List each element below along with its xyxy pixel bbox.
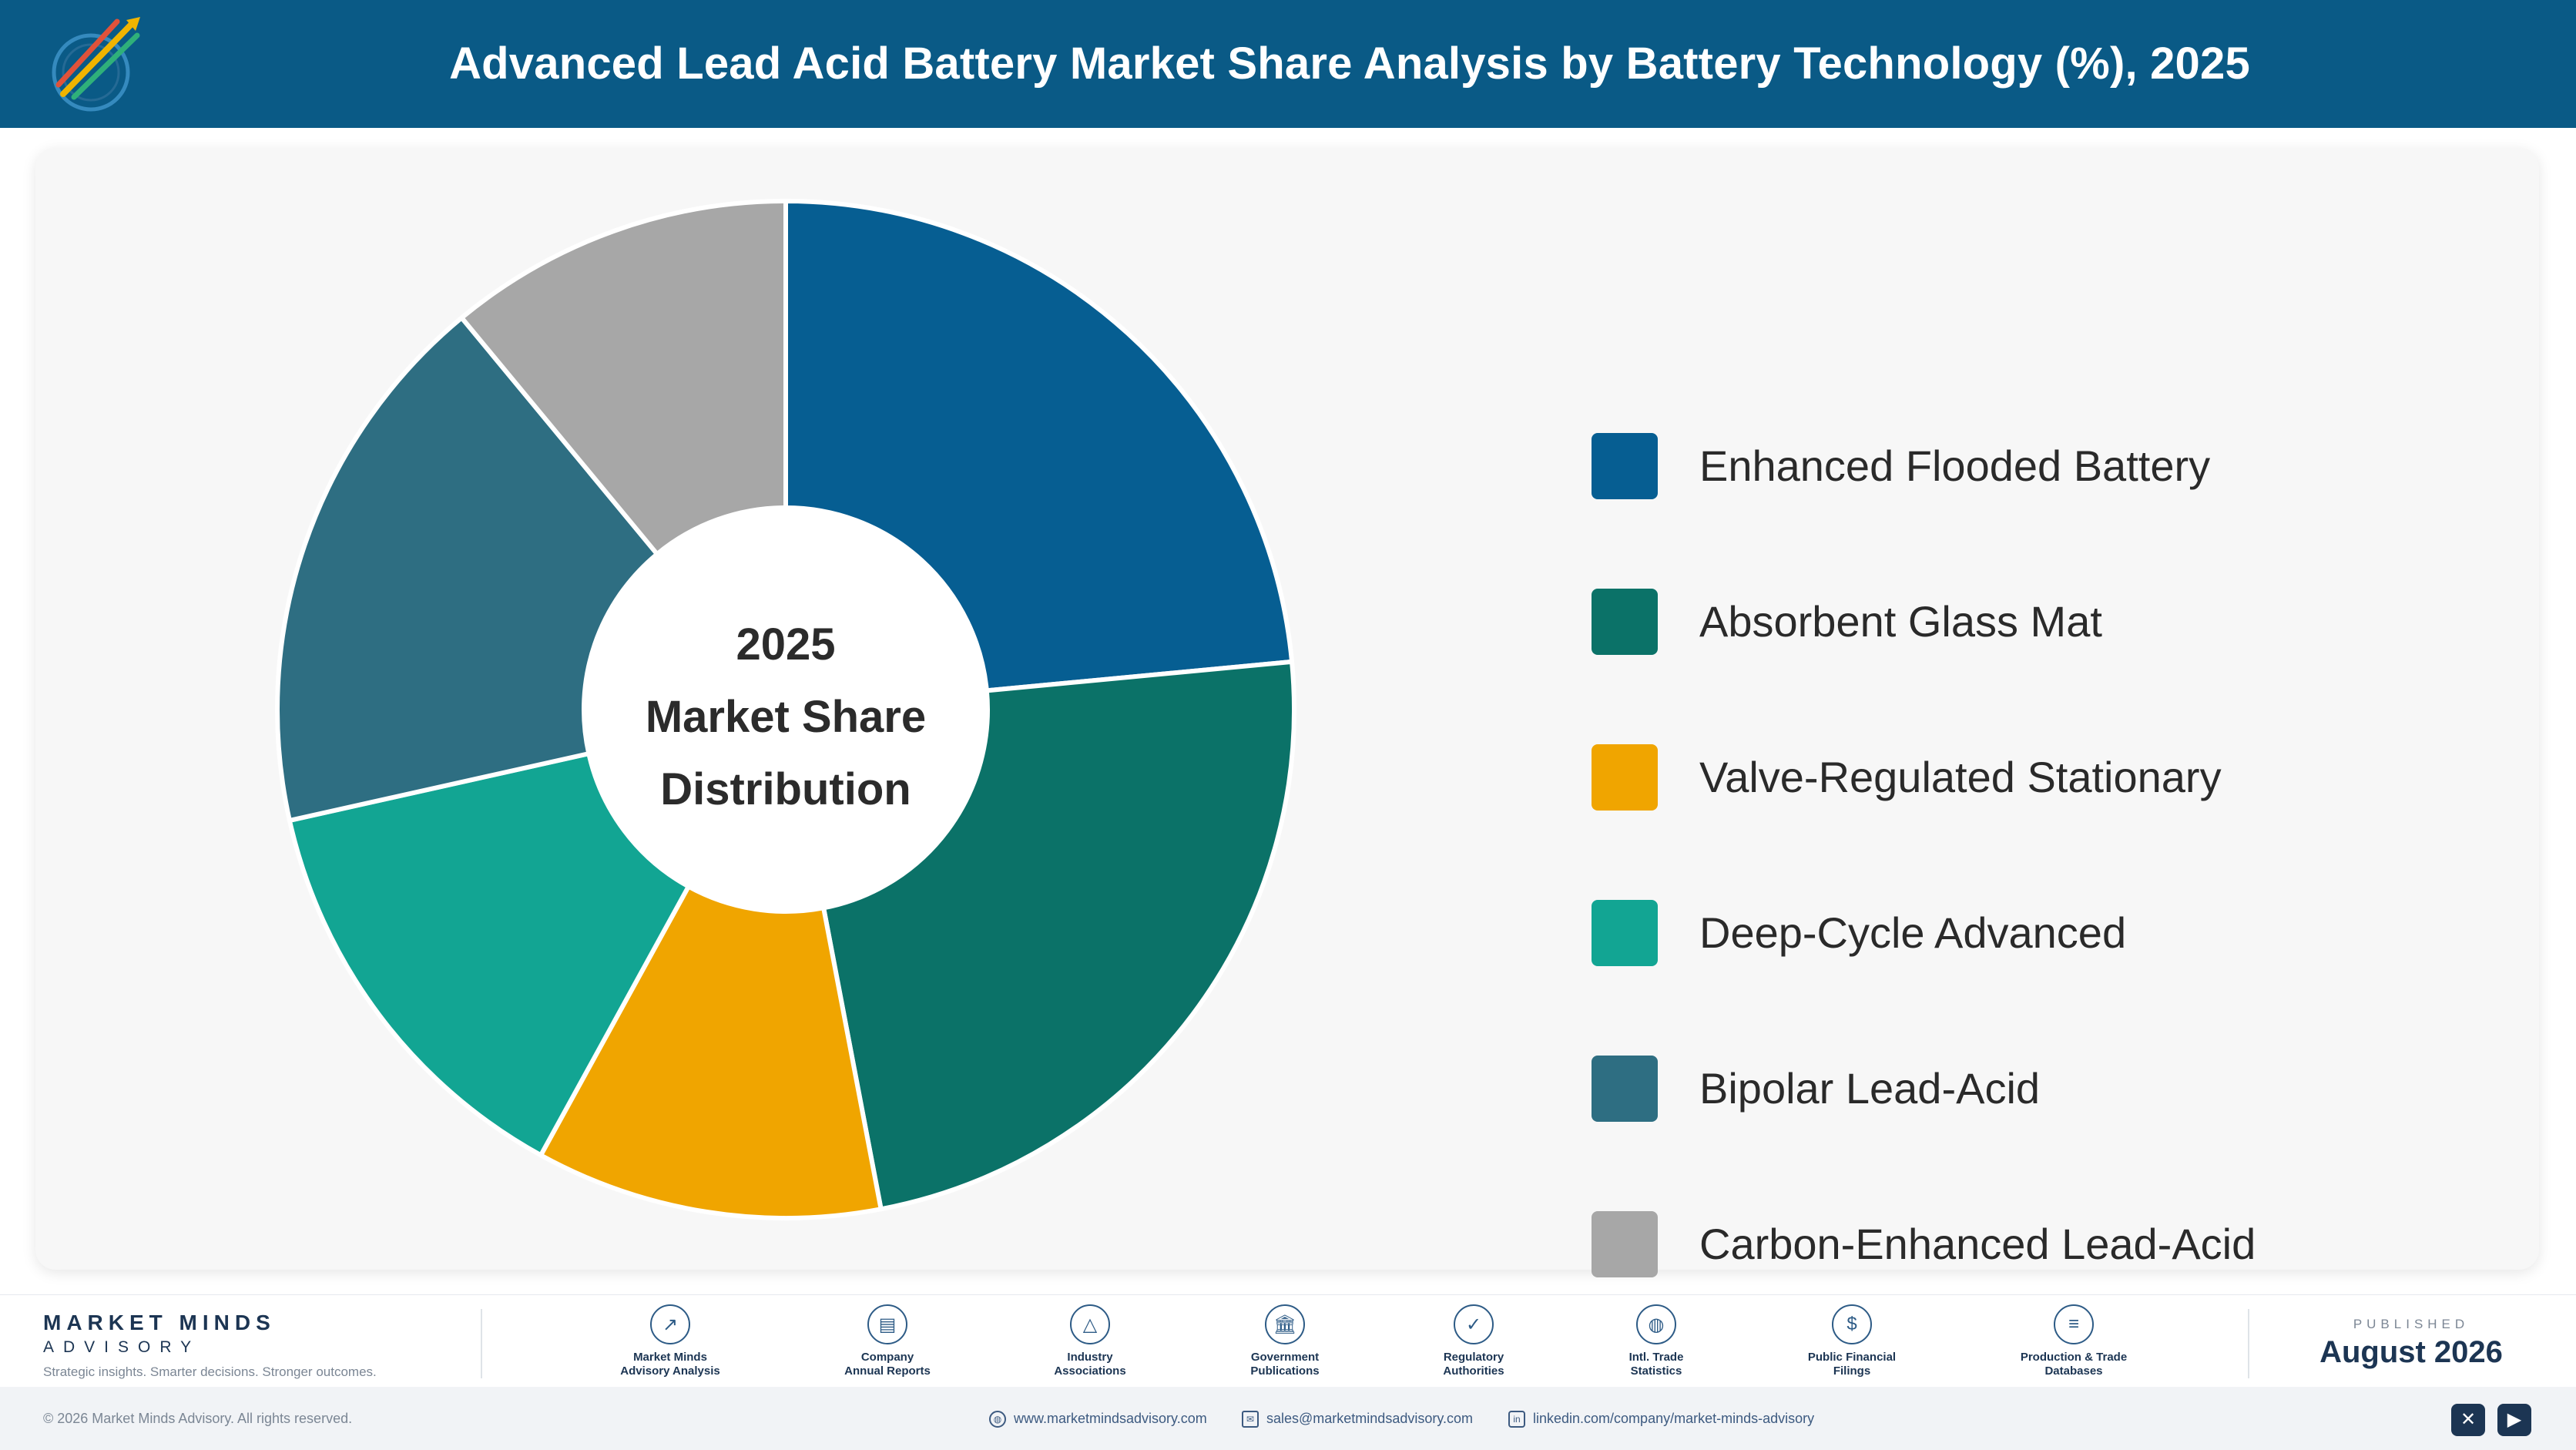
network-icon: △ bbox=[1070, 1304, 1110, 1344]
pie-slice-carbon-enhanced[interactable] bbox=[459, 199, 788, 557]
linkedin-link[interactable]: in linkedin.com/company/market-minds-advi… bbox=[1508, 1387, 1814, 1450]
footer-brand-sub: ADVISORY bbox=[43, 1338, 201, 1356]
globe-icon: ◍ bbox=[989, 1411, 1006, 1428]
source-trade-statistics[interactable]: ◍ Intl. Trade Statistics bbox=[1579, 1304, 1733, 1378]
copyright-text: © 2026 Market Minds Advisory. All rights… bbox=[43, 1411, 353, 1426]
legend-item-bipolar[interactable]: Bipolar Lead-Acid bbox=[1592, 1056, 2516, 1123]
trend-line-icon: ↗ bbox=[650, 1304, 690, 1344]
published-date: August 2026 bbox=[2319, 1335, 2503, 1369]
market-minds-logo-icon[interactable] bbox=[40, 8, 156, 123]
center-label-line-2: Market Share bbox=[645, 692, 927, 742]
pie-slice-bipolar[interactable] bbox=[275, 315, 659, 823]
shield-check-icon: ✓ bbox=[1454, 1304, 1494, 1344]
chart-card: 2025 Market Share Distribution Enhanced … bbox=[35, 148, 2539, 1277]
x-twitter-icon[interactable]: ✕ bbox=[2451, 1404, 2485, 1436]
pie-slice-valve-regulated[interactable] bbox=[538, 884, 884, 1220]
legend-item-valve-regulated[interactable]: Valve-Regulated Stationary bbox=[1592, 744, 2516, 812]
donut-chart bbox=[275, 199, 1296, 1220]
source-label: Public Financial Filings bbox=[1807, 1351, 1897, 1378]
footer-brand-name: MARKET MINDS bbox=[43, 1311, 276, 1334]
legend-swatch bbox=[1592, 433, 1658, 499]
source-government-publications[interactable]: 🏛 Government Publications bbox=[1208, 1304, 1362, 1378]
legend-item-carbon-enhanced[interactable]: Carbon-Enhanced Lead-Acid bbox=[1592, 1211, 2516, 1279]
footer-brand-tagline: Strategic insights. Smarter decisions. S… bbox=[43, 1364, 377, 1379]
database-icon: ≡ bbox=[2054, 1304, 2094, 1344]
source-company-reports[interactable]: ▤ Company Annual Reports bbox=[810, 1304, 964, 1378]
footer-divider bbox=[2248, 1309, 2249, 1378]
legend-label: Bipolar Lead-Acid bbox=[1699, 1064, 2041, 1113]
dollar-icon: $ bbox=[1832, 1304, 1872, 1344]
website-link[interactable]: ◍ www.marketmindsadvisory.com bbox=[989, 1387, 1207, 1450]
legend-swatch bbox=[1592, 900, 1658, 966]
legend-item-enhanced-flooded[interactable]: Enhanced Flooded Battery bbox=[1592, 433, 2516, 501]
center-label-line-3: Distribution bbox=[660, 764, 911, 814]
legend-label: Deep-Cycle Advanced bbox=[1699, 908, 2127, 957]
source-label: Government Publications bbox=[1250, 1351, 1320, 1378]
legend-swatch bbox=[1592, 1056, 1658, 1122]
source-label: Industry Associations bbox=[1054, 1351, 1126, 1378]
legend-item-absorbent-glass-mat[interactable]: Absorbent Glass Mat bbox=[1592, 589, 2516, 656]
email-link[interactable]: ✉ sales@marketmindsadvisory.com bbox=[1242, 1387, 1473, 1450]
legend-swatch bbox=[1592, 1211, 1658, 1277]
page-title: Advanced Lead Acid Battery Market Share … bbox=[449, 39, 2250, 89]
source-financial-filings[interactable]: $ Public Financial Filings bbox=[1775, 1304, 1929, 1378]
legend-label: Carbon-Enhanced Lead-Acid bbox=[1699, 1220, 2256, 1268]
footer: MARKET MINDS ADVISORY Strategic insights… bbox=[0, 1294, 2576, 1388]
source-regulatory-authorities[interactable]: ✓ Regulatory Authorities bbox=[1397, 1304, 1551, 1378]
pie-slice-enhanced-flooded[interactable] bbox=[783, 199, 1295, 693]
source-production-databases[interactable]: ≡ Production & Trade Databases bbox=[1997, 1304, 2151, 1378]
legend-swatch bbox=[1592, 589, 1658, 655]
linkedin-icon: in bbox=[1508, 1411, 1525, 1428]
source-label: Company Annual Reports bbox=[844, 1351, 931, 1378]
legend-label: Enhanced Flooded Battery bbox=[1699, 441, 2211, 490]
pie-slice-deep-cycle[interactable] bbox=[287, 751, 691, 1158]
donut-hole bbox=[585, 509, 986, 910]
legend-label: Absorbent Glass Mat bbox=[1699, 597, 2102, 646]
source-label: Intl. Trade Statistics bbox=[1628, 1351, 1684, 1378]
mail-icon: ✉ bbox=[1242, 1411, 1259, 1428]
source-market-minds-analysis[interactable]: ↗ Market Minds Advisory Analysis bbox=[593, 1304, 747, 1378]
bottom-bar: © 2026 Market Minds Advisory. All rights… bbox=[0, 1387, 2576, 1450]
document-icon: ▤ bbox=[867, 1304, 907, 1344]
legend-swatch bbox=[1592, 744, 1658, 811]
published-label: PUBLISHED bbox=[2353, 1317, 2470, 1331]
youtube-icon[interactable]: ▶ bbox=[2497, 1404, 2531, 1436]
legend-item-deep-cycle[interactable]: Deep-Cycle Advanced bbox=[1592, 900, 2516, 968]
donut-center-label: 2025 Market Share Distribution bbox=[585, 609, 986, 826]
header-bar: Advanced Lead Acid Battery Market Share … bbox=[0, 0, 2576, 128]
source-label: Market Minds Advisory Analysis bbox=[620, 1351, 720, 1378]
source-label: Production & Trade Databases bbox=[2020, 1351, 2128, 1378]
source-industry-associations[interactable]: △ Industry Associations bbox=[1013, 1304, 1167, 1378]
government-building-icon: 🏛 bbox=[1265, 1304, 1305, 1344]
center-label-year: 2025 bbox=[736, 619, 836, 670]
source-label: Regulatory Authorities bbox=[1443, 1351, 1504, 1378]
pie-slice-absorbent-glass-mat[interactable] bbox=[821, 659, 1296, 1212]
legend-label: Valve-Regulated Stationary bbox=[1699, 753, 2222, 801]
footer-divider bbox=[481, 1309, 482, 1378]
globe-icon: ◍ bbox=[1636, 1304, 1676, 1344]
